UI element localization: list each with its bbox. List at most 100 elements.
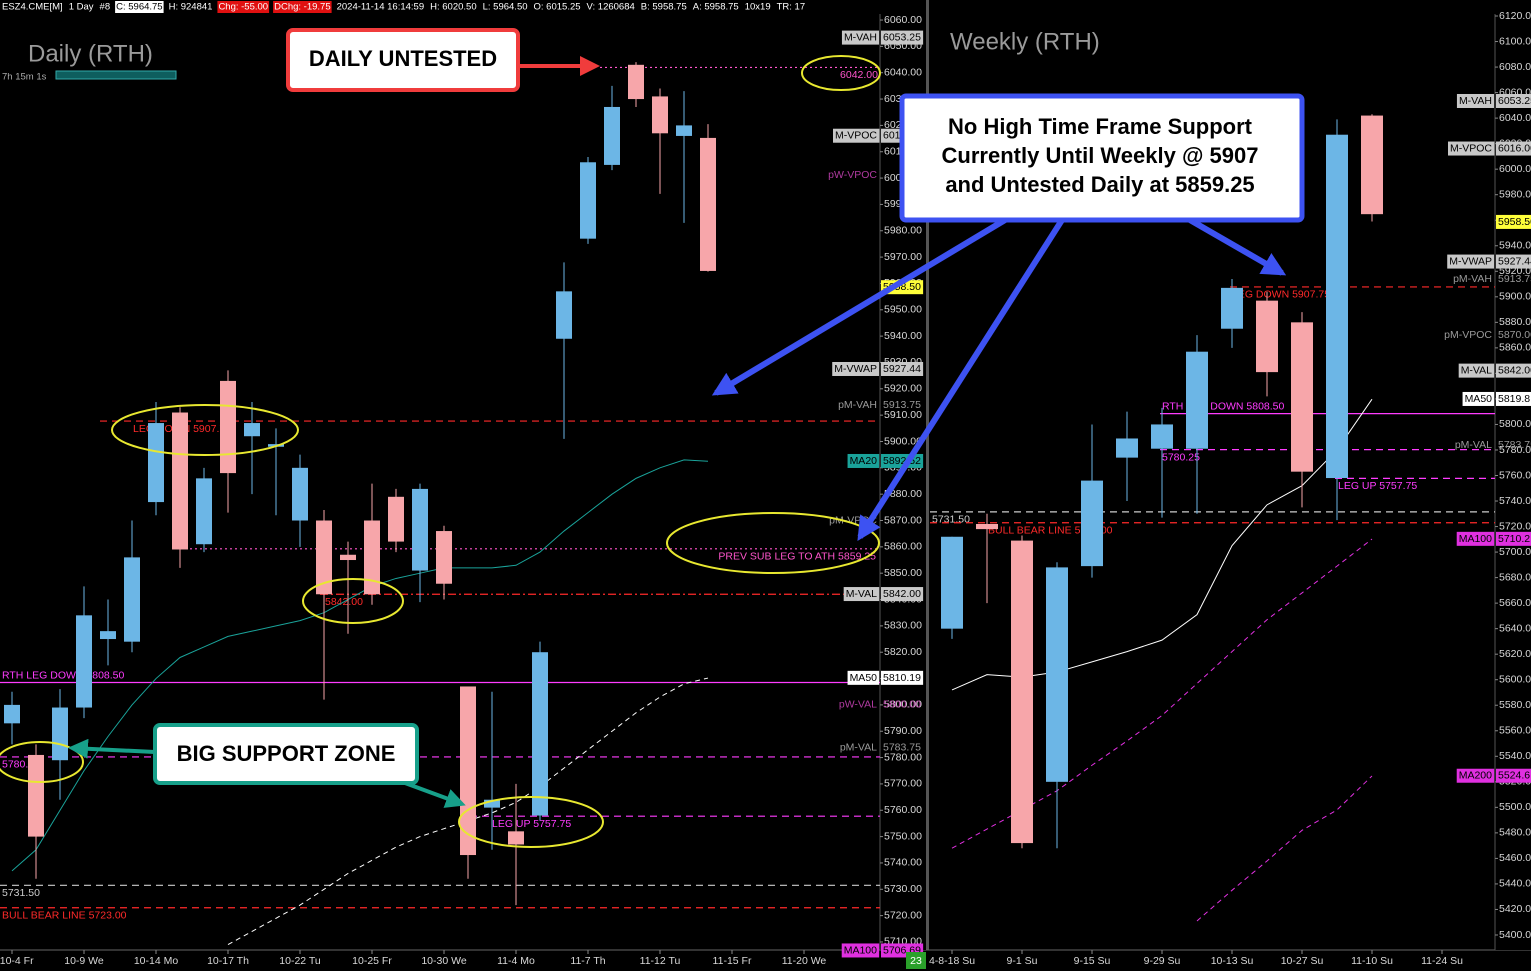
y-tick-label: 5760.00 [884,804,922,816]
tag-bg [847,453,880,468]
tag-name: pW-VAL [839,699,877,711]
y-tick-label: 5950.00 [884,304,922,316]
tag-value: 5819.8 [1498,393,1530,405]
callout-box [286,28,520,92]
y-tick-label: 5440.00 [1499,878,1531,890]
tag-bg [833,128,880,143]
level-label: LEG UP 5757.75 [1338,480,1417,492]
y-tick-label: 5940.00 [884,330,922,342]
tag-bg [1496,93,1531,108]
tag-name: MA50 [1465,393,1493,405]
header-item: H: 6020.50 [430,2,476,13]
tag-name: M-VWAP [1449,256,1492,268]
tag-bg [881,30,924,45]
x-tick-label: 9-1 Su [1007,955,1038,967]
badge: 23 [910,955,922,967]
candle-body [76,615,92,708]
tag-name: MA20 [850,455,878,467]
x-tick-label: 11-24 Su [1421,955,1463,967]
x-tick-label: 4-10-4 Fr [0,955,34,967]
moving-average [11,459,709,872]
y-tick-label: 5980.00 [884,225,922,237]
arrow [404,781,466,808]
tag-value: 5927.44 [883,363,921,375]
header-item: 10x19 [745,2,771,13]
x-tick-label: 10-17 Th [207,955,249,967]
y-tick-label: 5760.00 [1499,469,1531,481]
tag-name: M-VAL [1461,365,1492,377]
x-tick-label: 11-20 We [782,955,827,967]
header-item: V: 1260684 [587,2,635,13]
y-tick-label: 5400.00 [1499,929,1531,941]
tag-name: pM-VAL [840,741,877,753]
y-tick-label: 5880.00 [884,488,922,500]
arrow [1188,217,1287,276]
candle-body [124,557,140,642]
tag-value: 5783.75 [883,741,921,753]
tag-name: pM-VAH [838,399,877,411]
tag-value: 5842.00 [883,588,921,600]
tag-value: 5892.52 [883,455,921,467]
tag-bg [843,587,880,602]
tag-bg [1456,93,1494,108]
level-label: PREV SUB LEG TO ATH 5859.25 [718,551,876,563]
y-tick-label: 5640.00 [1499,622,1531,634]
callout-text: Currently Until Weekly @ 5907 [942,143,1259,168]
candle-body [1081,480,1103,567]
header-item: C: 5964.75 [116,2,162,13]
candle-body [148,423,164,503]
tag-value: 5710.2 [1498,533,1530,545]
tag-bg [1496,141,1531,156]
tag-name: pM-VAH [1453,273,1492,285]
tag-bg [847,670,880,685]
header-item: #8 [100,2,111,13]
level-label: 6042.00 [840,69,878,81]
y-tick-label: 5730.00 [884,883,922,895]
moving-average [951,538,1373,849]
candle-body [100,631,116,640]
y-tick-label: 5900.00 [884,435,922,447]
candle-body [244,423,260,437]
candle-body [412,488,428,571]
tag-name: MA100 [844,944,877,956]
y-tick-label: 6000.00 [1499,163,1531,175]
tag-name: MA50 [850,672,878,684]
candle-body [220,380,236,474]
candle-body [1046,567,1068,782]
y-tick-label: 5800.00 [1499,418,1531,430]
y-tick-label: 5780.00 [884,751,922,763]
tag-bg [1448,141,1495,156]
tag-value: 6016.00 [1498,143,1531,155]
candle-body [316,520,332,595]
tag-name: pM-VAL [1455,439,1492,451]
header-item: Chg: -55.00 [218,2,268,13]
candle-body [676,125,692,136]
tag-name: MA200 [1459,770,1492,782]
candle-body [1256,300,1278,373]
level-label: RTH LEG DOWN 5808.50 [2,669,125,681]
y-tick-label: 5900.00 [1499,291,1531,303]
y-tick-label: 5790.00 [884,725,922,737]
header-item: B: 5958.75 [641,2,687,13]
tag-value: 5913.75 [883,399,921,411]
candle-body [580,162,596,239]
candle-body [28,754,44,837]
y-tick-label: 5740.00 [884,857,922,869]
candle-body [292,467,308,521]
candle-body [484,799,500,808]
tag-name: M-VAH [1459,95,1492,107]
tag-bg [1447,254,1494,269]
candle-body [941,536,963,629]
y-tick-label: 5500.00 [1499,801,1531,813]
tag-name: MA100 [1459,533,1492,545]
highlight-ellipse [302,578,404,624]
x-tick-label: 9-29 Su [1144,955,1181,967]
x-tick-label: 4-8-18 Su [929,955,975,967]
callout-text: and Untested Daily at 5859.25 [945,172,1254,197]
level-label: 5731.50 [2,887,40,899]
candle-body [1326,134,1348,479]
header-item: L: 5964.50 [483,2,528,13]
callout-text: DAILY UNTESTED [309,46,497,71]
candle-body [1151,424,1173,449]
